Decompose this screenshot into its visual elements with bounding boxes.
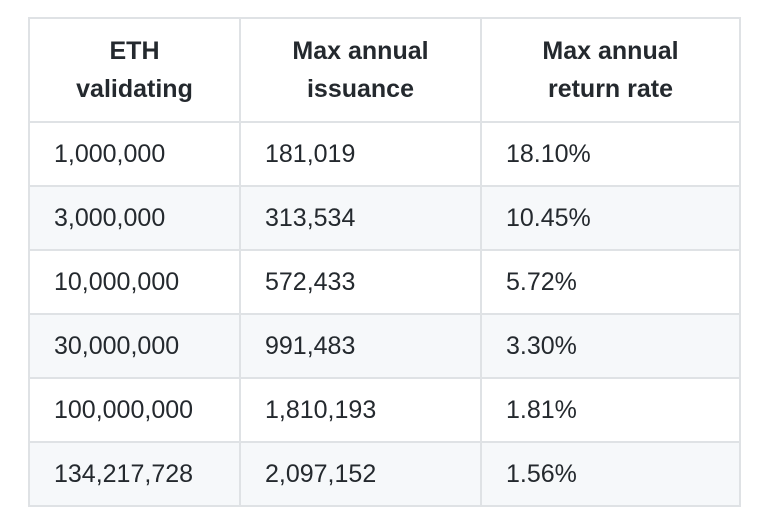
cell-max-annual-return-rate: 1.56%	[480, 441, 741, 507]
cell-eth-validating: 100,000,000	[28, 377, 241, 443]
cell-max-annual-issuance: 991,483	[239, 313, 482, 379]
table-row: 134,217,728 2,097,152 1.56%	[28, 441, 741, 507]
table-body: 1,000,000 181,019 18.10% 3,000,000 313,5…	[28, 121, 741, 507]
table-row: 3,000,000 313,534 10.45%	[28, 185, 741, 251]
header-line: validating	[76, 75, 193, 103]
header-max-annual-issuance: Max annual issuance	[239, 17, 482, 123]
header-line: Max annual	[542, 37, 679, 65]
issuance-table: ETH validating Max annual issuance Max a…	[28, 17, 741, 507]
cell-eth-validating: 3,000,000	[28, 185, 241, 251]
cell-max-annual-issuance: 313,534	[239, 185, 482, 251]
header-line: issuance	[306, 75, 414, 103]
header-line: return rate	[547, 75, 674, 103]
cell-max-annual-issuance: 1,810,193	[239, 377, 482, 443]
header-line: Max annual	[292, 37, 429, 65]
cell-eth-validating: 30,000,000	[28, 313, 241, 379]
cell-max-annual-issuance: 181,019	[239, 121, 482, 187]
header-line: ETH	[109, 37, 160, 65]
cell-eth-validating: 1,000,000	[28, 121, 241, 187]
table-row: 100,000,000 1,810,193 1.81%	[28, 377, 741, 443]
cell-max-annual-issuance: 2,097,152	[239, 441, 482, 507]
cell-eth-validating: 134,217,728	[28, 441, 241, 507]
header-row: ETH validating Max annual issuance Max a…	[28, 17, 741, 123]
header-max-annual-return-rate: Max annual return rate	[480, 17, 741, 123]
table-header: ETH validating Max annual issuance Max a…	[28, 17, 741, 123]
issuance-table-container: ETH validating Max annual issuance Max a…	[28, 17, 741, 507]
cell-max-annual-return-rate: 5.72%	[480, 249, 741, 315]
cell-max-annual-return-rate: 1.81%	[480, 377, 741, 443]
cell-max-annual-return-rate: 10.45%	[480, 185, 741, 251]
table-row: 10,000,000 572,433 5.72%	[28, 249, 741, 315]
header-eth-validating: ETH validating	[28, 17, 241, 123]
cell-max-annual-return-rate: 3.30%	[480, 313, 741, 379]
cell-eth-validating: 10,000,000	[28, 249, 241, 315]
table-row: 1,000,000 181,019 18.10%	[28, 121, 741, 187]
cell-max-annual-return-rate: 18.10%	[480, 121, 741, 187]
cell-max-annual-issuance: 572,433	[239, 249, 482, 315]
table-row: 30,000,000 991,483 3.30%	[28, 313, 741, 379]
